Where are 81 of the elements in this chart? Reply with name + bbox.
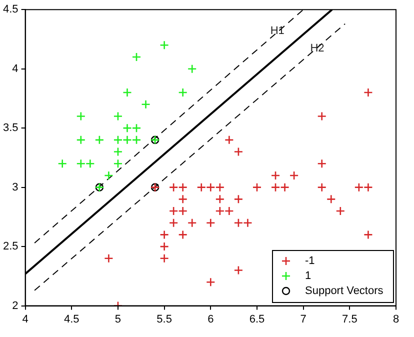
x-tick-label: 8 [392, 313, 400, 326]
point [336, 206, 346, 216]
point [234, 218, 244, 228]
point [317, 158, 327, 168]
point [58, 158, 68, 168]
annotation: H1 [270, 24, 284, 37]
point [317, 112, 327, 121]
point [317, 182, 327, 192]
point [122, 123, 132, 133]
point [206, 218, 216, 228]
point [326, 194, 336, 204]
point [168, 182, 178, 192]
point [178, 182, 188, 192]
point [243, 218, 252, 228]
point [354, 182, 364, 192]
point [132, 123, 142, 133]
point [270, 182, 280, 192]
point [76, 135, 86, 145]
point [160, 40, 169, 50]
point [94, 135, 104, 145]
annotation: H2 [310, 42, 324, 55]
y-tick-label: 2 [12, 300, 18, 312]
point [280, 182, 290, 192]
y-tick-label: 3 [12, 181, 18, 194]
point [113, 135, 123, 145]
point [234, 194, 244, 204]
point [224, 135, 234, 145]
point [141, 100, 150, 110]
point [270, 170, 280, 180]
point [206, 182, 216, 192]
point [122, 88, 132, 98]
point [196, 182, 206, 192]
point [178, 230, 188, 240]
x-tick-label: 7.5 [342, 313, 358, 326]
point [104, 254, 114, 264]
point [289, 170, 299, 180]
point [178, 88, 188, 98]
point [160, 254, 169, 264]
point [168, 218, 178, 228]
y-tick-label: 2.5 [2, 240, 18, 253]
point [113, 147, 123, 156]
point [132, 135, 142, 145]
x-tick-label: 6 [208, 313, 214, 326]
point [76, 158, 86, 168]
point [234, 266, 244, 275]
legend-label: -1 [305, 255, 315, 268]
point [113, 112, 123, 121]
point [364, 230, 373, 240]
point [215, 206, 225, 216]
x-tick-label: 5.5 [156, 313, 172, 326]
point [187, 64, 197, 74]
y-tick-label: 4 [12, 62, 18, 75]
x-tick-label: 7 [300, 313, 306, 326]
point [122, 135, 132, 145]
point [160, 230, 169, 240]
point [168, 206, 178, 216]
legend-label: 1 [305, 270, 312, 282]
point [252, 182, 262, 192]
y-tick-label: 3.5 [2, 122, 18, 134]
point [178, 206, 188, 216]
point [160, 242, 169, 252]
point [234, 147, 244, 156]
point [364, 88, 373, 98]
x-tick-label: 4 [22, 313, 28, 326]
y-tick-label: 4.5 [2, 4, 18, 16]
point [76, 112, 86, 121]
point [364, 182, 373, 192]
point [206, 277, 216, 287]
x-tick-label: 4.5 [64, 313, 80, 326]
point [224, 206, 234, 216]
point [215, 194, 225, 204]
point [113, 158, 123, 168]
point [132, 52, 142, 62]
point [178, 194, 188, 204]
point [215, 182, 225, 192]
point [187, 218, 197, 228]
legend-label: Support Vectors [305, 285, 384, 298]
point [86, 158, 95, 168]
x-tick-label: 5 [114, 313, 122, 326]
point [104, 170, 114, 180]
x-tick-label: 6.5 [249, 313, 265, 326]
